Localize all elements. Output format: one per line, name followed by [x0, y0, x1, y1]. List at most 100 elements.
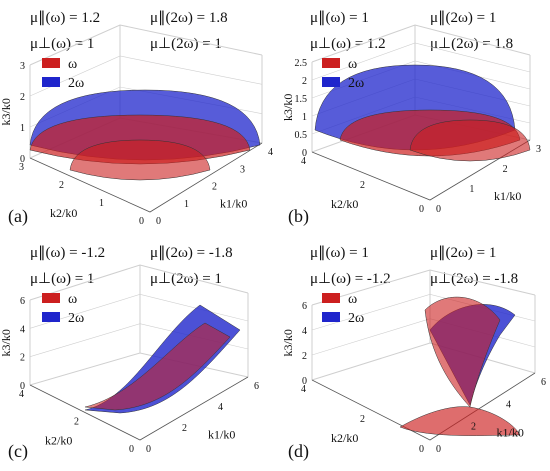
x-tick-label: 0	[436, 204, 441, 215]
y-axis-label: k2/k0	[331, 431, 358, 445]
y-tick-label: 3	[19, 162, 24, 173]
y-tick-label: 1	[99, 198, 104, 209]
param-label: μ⊥(ω) = 1	[30, 36, 94, 52]
y-tick-label: 2	[59, 180, 64, 191]
legend-label: ω	[68, 292, 77, 307]
x-tick-label: 4	[506, 399, 511, 410]
x-tick-label: 2	[471, 422, 476, 433]
legend-swatch	[322, 312, 340, 322]
grid-line	[311, 342, 536, 381]
param-label: μ∥(ω) = 1	[310, 245, 369, 261]
panel-2: μ∥(ω) = 1 μ∥(2ω) = 1 μ⊥(ω) = 1.2 μ⊥(2ω) = 1…	[281, 10, 541, 227]
x-axis-label: k1/k0	[494, 189, 521, 203]
z-tick-label: 0.5	[295, 130, 308, 141]
z-tick-label: 1	[20, 123, 25, 134]
panel-label: (b)	[288, 206, 309, 227]
param-label: μ⊥(ω) = -1.2	[310, 271, 391, 287]
z-axis-label: k3/k0	[0, 98, 13, 125]
surface-w	[84, 322, 231, 411]
legend-swatch	[322, 293, 340, 303]
x-axis-label: k1/k0	[220, 197, 247, 211]
surface-w	[424, 296, 501, 408]
panel-label: (c)	[8, 441, 28, 462]
x-tick-label: 0	[436, 444, 441, 455]
z-tick-label: 4	[20, 324, 25, 335]
param-label: μ⊥(2ω) = 1	[150, 36, 222, 52]
z-tick-label: 2	[302, 76, 307, 87]
grid-line	[29, 352, 249, 386]
legend-label: ω	[348, 57, 357, 72]
axis-line	[29, 142, 263, 213]
legend-label: 2ω	[68, 76, 84, 91]
panel-1: μ∥(ω) = 1.2 μ∥(2ω) = 1.8 μ⊥(ω) = 1 μ⊥(2ω) =…	[0, 10, 273, 227]
legend-label: ω	[68, 57, 77, 72]
x-tick-label: 2	[212, 182, 217, 193]
axis-line	[311, 139, 531, 201]
y-tick-label: 2	[360, 414, 365, 425]
x-tick-label: 4	[218, 402, 223, 413]
param-label: μ⊥(2ω) = 1	[150, 271, 222, 287]
y-tick-label: 0	[419, 204, 424, 215]
param-label: μ∥(2ω) = 1	[430, 245, 496, 261]
z-tick-label: 1.5	[295, 94, 308, 105]
grid-line	[29, 294, 249, 329]
axis-line	[29, 376, 249, 441]
z-tick-label: 0	[20, 154, 25, 165]
z-axis-label: k3/k0	[281, 329, 295, 356]
grid-line	[29, 24, 263, 66]
legend-swatch	[42, 58, 60, 68]
param-label: μ⊥(ω) = 1	[30, 271, 94, 287]
legend-swatch	[322, 58, 340, 68]
legend-label: 2ω	[348, 311, 364, 326]
x-tick-label: 0	[156, 216, 161, 227]
y-tick-label: 0	[139, 216, 144, 227]
x-tick-label: 3	[240, 164, 245, 175]
legend-swatch	[42, 293, 60, 303]
axis-line	[311, 372, 536, 441]
panel-label: (d)	[288, 441, 309, 462]
y-tick-label: 2	[360, 180, 365, 191]
z-tick-label: 2	[302, 351, 307, 362]
z-axis-label: k3/k0	[0, 329, 13, 356]
x-tick-label: 2	[182, 423, 187, 434]
legend-label: 2ω	[68, 311, 84, 326]
x-tick-label: 6	[541, 377, 546, 388]
y-tick-label: 4	[301, 384, 306, 395]
x-axis-label: k1/k0	[208, 428, 235, 442]
y-axis-label: k2/k0	[331, 197, 358, 211]
x-tick-label: 1	[184, 199, 189, 210]
x-tick-label: 0	[146, 444, 151, 455]
param-label: μ∥(ω) = 1	[310, 10, 369, 26]
x-tick-label: 6	[254, 381, 259, 392]
z-tick-label: 2	[20, 353, 25, 364]
z-tick-label: 2.5	[295, 58, 308, 69]
panel-4: μ∥(ω) = 1 μ∥(2ω) = 1μ⊥(ω) = -1.2 μ⊥(2ω) = …	[281, 245, 546, 462]
y-tick-label: 2	[74, 417, 79, 428]
surface-w-inner	[69, 139, 211, 181]
param-label: μ∥(2ω) = 1	[430, 10, 496, 26]
z-axis-label: k3/k0	[281, 94, 295, 121]
grid-line	[311, 42, 531, 81]
z-tick-label: 2	[20, 92, 25, 103]
y-tick-label: 4	[19, 389, 24, 400]
param-label: μ⊥(ω) = 1.2	[310, 36, 386, 52]
z-tick-label: 3	[20, 61, 25, 72]
surface-w-lower	[399, 406, 521, 436]
y-tick-label: 0	[129, 444, 134, 455]
param-label: μ⊥(2ω) = 1.8	[430, 36, 513, 52]
y-tick-label: 4	[301, 156, 306, 167]
param-label: μ∥(2ω) = 1.8	[150, 10, 228, 26]
y-tick-label: 0	[419, 444, 424, 455]
x-tick-label: 3	[536, 144, 541, 155]
grid-line	[311, 269, 536, 306]
z-tick-label: 6	[302, 301, 307, 312]
z-tick-label: 0	[20, 381, 25, 392]
param-label: μ∥(ω) = 1.2	[30, 10, 100, 26]
grid-line	[311, 24, 531, 63]
z-tick-label: 0	[302, 376, 307, 387]
x-axis-label: k1/k0	[497, 426, 524, 440]
y-axis-label: k2/k0	[45, 434, 72, 448]
legend-swatch	[42, 312, 60, 322]
z-tick-label: 1	[302, 112, 307, 123]
